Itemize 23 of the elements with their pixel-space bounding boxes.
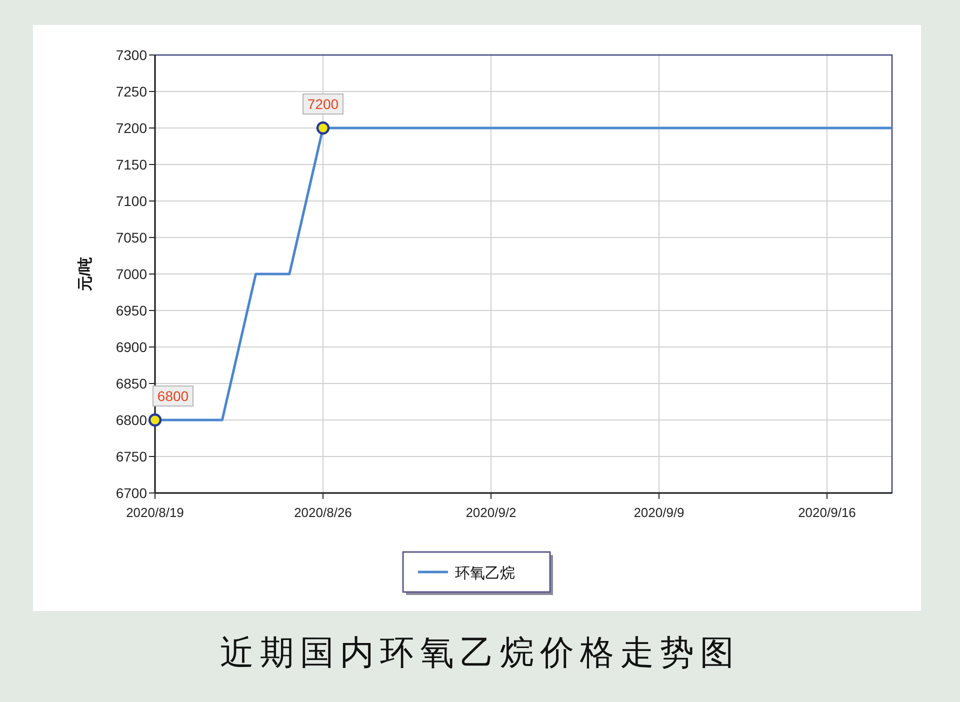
x-tick-label: 2020/9/9 — [634, 505, 684, 520]
x-tick-label: 2020/8/26 — [294, 505, 352, 520]
y-tick-label: 7100 — [116, 193, 148, 209]
text: 近期国内环氧乙烷价格走势图 — [220, 634, 740, 672]
y-tick-label: 7250 — [116, 84, 148, 100]
y-axis-title: 元/吨 — [77, 256, 94, 292]
data-label: 6800 — [157, 388, 189, 404]
y-tick-label: 7150 — [116, 156, 148, 172]
y-tick-label: 7000 — [116, 266, 148, 282]
legend-label: 环氧乙烷 — [455, 565, 515, 582]
y-tick-label: 7200 — [116, 120, 148, 136]
y-tick-label: 6750 — [116, 448, 148, 464]
x-tick-label: 2020/9/2 — [466, 505, 516, 520]
y-tick-label: 6800 — [116, 412, 148, 428]
x-tick-label: 2020/8/19 — [126, 505, 184, 520]
y-tick-label: 7050 — [116, 230, 148, 246]
y-tick-label: 6850 — [116, 376, 148, 392]
y-tick-label: 7300 — [116, 47, 148, 63]
data-label: 7200 — [307, 96, 339, 112]
x-tick-label: 2020/9/16 — [798, 505, 856, 520]
y-tick-label: 6950 — [116, 302, 148, 318]
y-tick-label: 6700 — [116, 485, 148, 501]
y-tick-label: 6900 — [116, 339, 148, 355]
